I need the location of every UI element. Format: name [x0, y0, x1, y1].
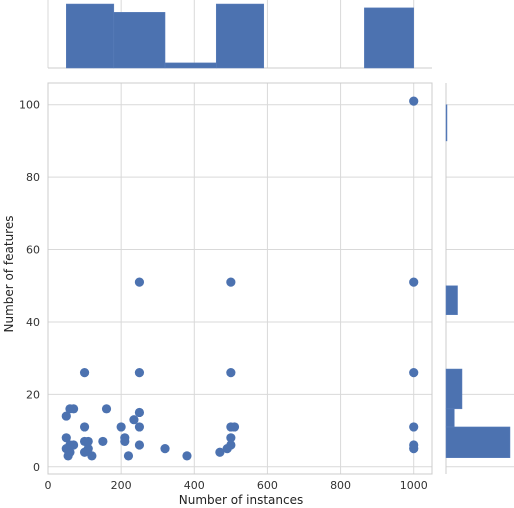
right-hist-bar	[445, 104, 448, 142]
right-hist-bar	[445, 426, 511, 458]
x-tick-label: 0	[45, 479, 52, 492]
scatter-point	[134, 368, 145, 378]
right-hist-bar	[445, 368, 463, 410]
y-tick-label: 100	[19, 99, 40, 112]
scatter-point	[409, 444, 419, 454]
scatter-point	[226, 277, 236, 287]
scatter-point	[409, 368, 419, 378]
scatter-point	[98, 436, 108, 447]
scatter-point	[160, 444, 170, 454]
scatter-point	[129, 415, 139, 425]
scatter-point	[87, 451, 97, 461]
scatter-point	[134, 277, 145, 287]
x-tick-label: 400	[184, 479, 205, 492]
top-hist-bar	[66, 3, 115, 69]
plot-frame	[47, 82, 433, 475]
scatter-point	[134, 422, 145, 432]
scatter-point	[134, 407, 145, 418]
top-hist-bar	[215, 3, 265, 69]
top-hist-bar	[113, 12, 166, 69]
scatter-point	[226, 433, 236, 443]
top-marginal-histogram	[47, 0, 432, 69]
right-marginal-histogram	[445, 83, 514, 474]
scatter-point	[61, 433, 71, 443]
scatter-point	[123, 451, 134, 461]
right-hist-bar	[445, 408, 455, 428]
scatter-point	[83, 436, 93, 447]
scatter-point	[182, 451, 192, 461]
scatter-point	[409, 96, 419, 106]
x-axis-title: Number of instances	[179, 493, 304, 507]
scatter-point	[101, 404, 112, 414]
scatter-point	[409, 277, 419, 287]
scatter-point	[65, 447, 75, 457]
scatter-point	[79, 368, 90, 378]
y-tick-label: 80	[26, 171, 40, 184]
scatter-point	[222, 444, 232, 454]
scatter-point	[409, 422, 419, 432]
scatter-point	[120, 433, 130, 443]
scatter-point	[226, 368, 236, 378]
x-tick-label: 800	[330, 479, 351, 492]
scatter-point	[79, 422, 90, 432]
right-hist-bar	[445, 285, 458, 315]
scatter-point	[69, 404, 79, 414]
x-tick-label: 1000	[400, 479, 428, 492]
x-tick-label: 600	[257, 479, 278, 492]
scatter-point	[69, 440, 79, 450]
y-tick-label: 40	[26, 316, 40, 329]
y-tick-label: 0	[33, 461, 40, 474]
scatter-point	[215, 447, 225, 457]
scatter-point	[229, 422, 240, 432]
y-axis-ticks: 0 20 40 60 80 100	[19, 99, 40, 474]
top-hist-bar	[164, 62, 217, 69]
scatter-point	[116, 422, 126, 432]
y-tick-label: 20	[26, 388, 40, 401]
top-hist-bar	[364, 7, 414, 69]
y-tick-label: 60	[26, 244, 40, 257]
scatter-point	[134, 440, 145, 450]
y-axis-title: Number of features	[2, 216, 16, 333]
x-axis-ticks: 0 200 400 600 800 1000	[45, 479, 428, 492]
scatter-plot-area	[47, 82, 433, 475]
scatter-point	[61, 411, 71, 421]
x-tick-label: 200	[111, 479, 132, 492]
scatter-point	[83, 444, 93, 454]
